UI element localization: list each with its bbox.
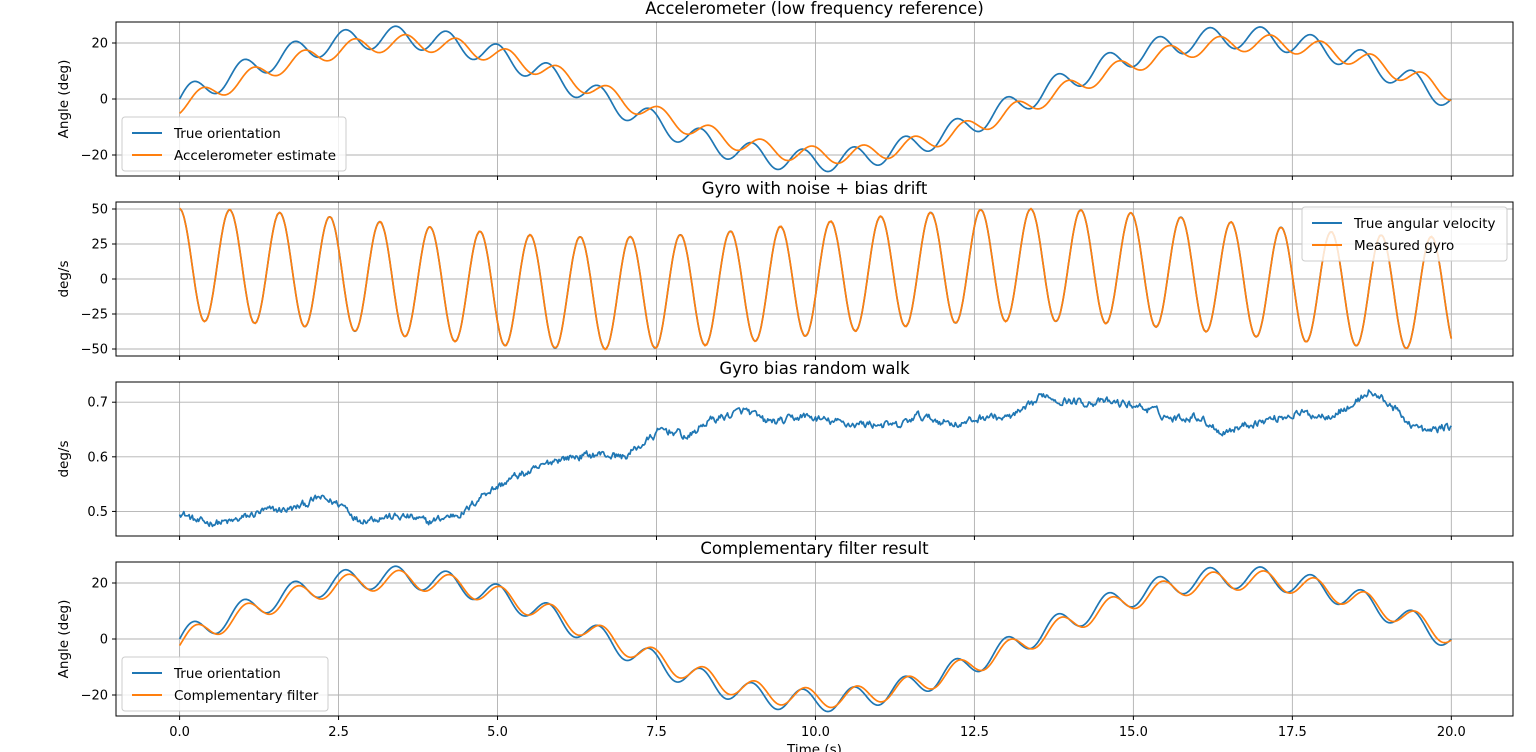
subplot-2: −50 −25 0 25 50 Gyro with noise + bias drift d… [56,179,1514,360]
legend: True orientation Complementary filter [121,656,329,712]
y-tick-label: 0 [100,93,108,108]
y-axis-label: Angle (deg) [56,60,72,139]
x-tick-label: 5.0 [487,725,508,740]
series-group [178,389,1452,528]
series-group [179,207,1453,351]
y-tick-label: 0.5 [87,505,108,520]
x-axis-label: Time (s) [786,742,842,752]
y-tick-label: 0.6 [87,450,108,465]
y-tick-label: −50 [81,343,108,358]
legend-label: True angular velocity [1353,216,1496,232]
x-tick-label: 0.0 [169,725,190,740]
y-tick-label: −20 [81,149,108,164]
legend-box [121,656,329,712]
y-tick-label: 0 [100,633,108,648]
series-line-2 [179,33,1452,165]
x-tick-label: 20.0 [1437,725,1466,740]
y-tick-label: 50 [91,203,108,218]
axes-frame [115,381,1514,537]
legend-label: Measured gyro [1354,238,1454,254]
y-tick-label: 0.7 [87,396,108,411]
y-axis-label: deg/s [56,260,72,297]
y-tick-label: −25 [81,308,108,323]
x-tick-label: 7.5 [646,725,667,740]
subplot-4: 0.0 2.5 5.0 7.5 10.0 12.5 15.0 17.5 20.0 −20 0 20 Co… [56,539,1514,752]
subplot-title: Accelerometer (low frequency reference) [645,0,984,18]
legend: True angular velocity Measured gyro [1301,206,1508,262]
y-tick-label: 20 [91,37,108,52]
x-tick-label: 12.5 [960,725,989,740]
y-axis-label: deg/s [56,440,72,477]
y-tick-label: 20 [91,577,108,592]
legend-label: Complementary filter [174,688,319,704]
y-axis-label: Angle (deg) [56,600,72,679]
subplot-title: Gyro with noise + bias drift [702,179,928,198]
legend: True orientation Accelerometer estimate [121,116,347,172]
x-tick-label: 10.0 [801,725,830,740]
series-group [178,25,1452,173]
legend-label: True orientation [173,666,281,682]
series-line-1 [178,565,1452,713]
y-tick-label: 25 [91,238,108,253]
x-tick-label: 17.5 [1278,725,1307,740]
x-tick-label: 15.0 [1119,725,1148,740]
series-line-1 [178,25,1452,173]
y-tick-label: 0 [100,273,108,288]
subplot-3: 0.5 0.6 0.7 Gyro bias random walk deg/s [56,359,1514,540]
subplot-title: Complementary filter result [700,539,929,558]
series-group [178,565,1452,713]
subplot-title: Gyro bias random walk [719,359,910,378]
series-line-2 [178,569,1452,709]
legend-box [121,116,347,172]
series-line-1 [178,389,1452,528]
legend-box [1301,206,1508,262]
series-line-2 [179,207,1453,351]
subplot-1: −20 0 20 Accelerometer (low frequency refer… [56,0,1514,180]
legend-label: True orientation [173,126,281,142]
x-tick-label: 2.5 [328,725,349,740]
y-tick-label: −20 [81,689,108,704]
legend-label: Accelerometer estimate [174,148,336,164]
